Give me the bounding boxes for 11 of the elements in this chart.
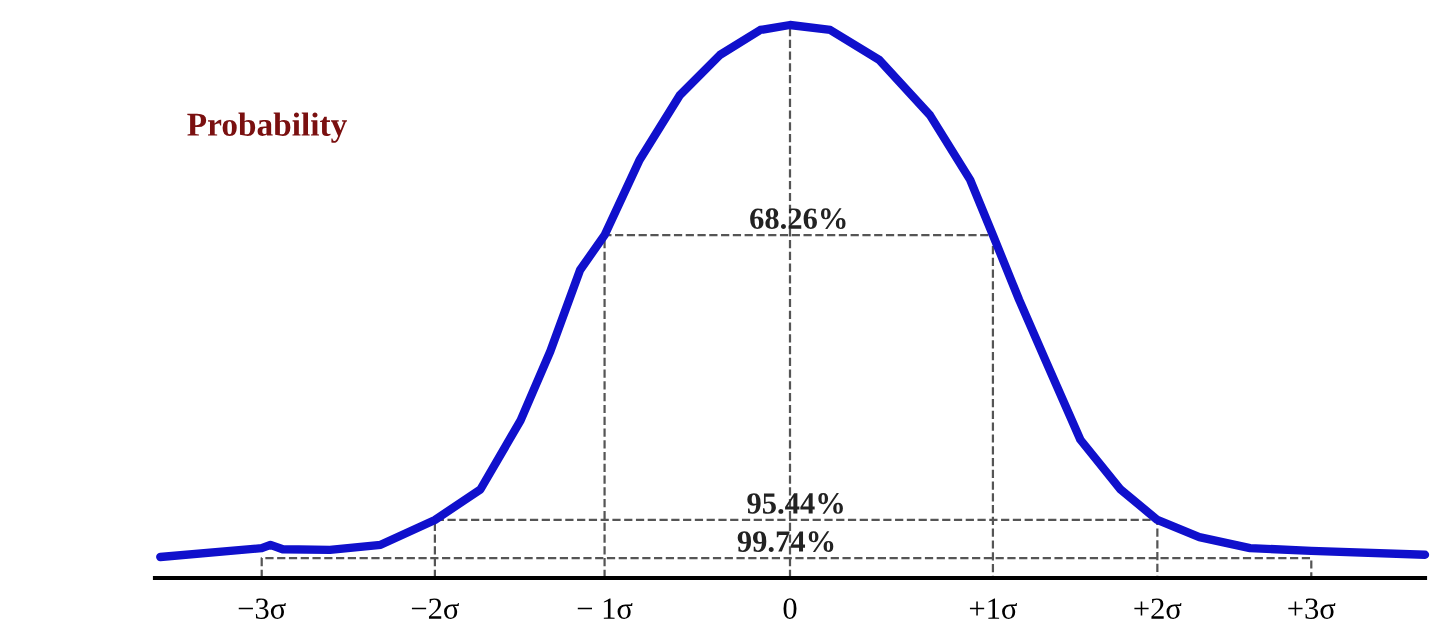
x-tick-label: −2σ xyxy=(411,598,459,619)
x-tick-label: 0 xyxy=(783,598,797,619)
x-tick-label: +1σ xyxy=(969,598,1017,619)
annotation: 68.26% xyxy=(750,208,846,230)
x-tick-label: − 1σ xyxy=(577,598,633,619)
annotation: Probability xyxy=(187,112,347,143)
x-tick-label: +3σ xyxy=(1288,598,1336,619)
annotation: 95.44% xyxy=(747,493,843,514)
annotation: 99.74% xyxy=(737,531,834,553)
x-tick-label: −3σ xyxy=(238,598,286,619)
x-tick-label: +2σ xyxy=(1134,598,1182,619)
